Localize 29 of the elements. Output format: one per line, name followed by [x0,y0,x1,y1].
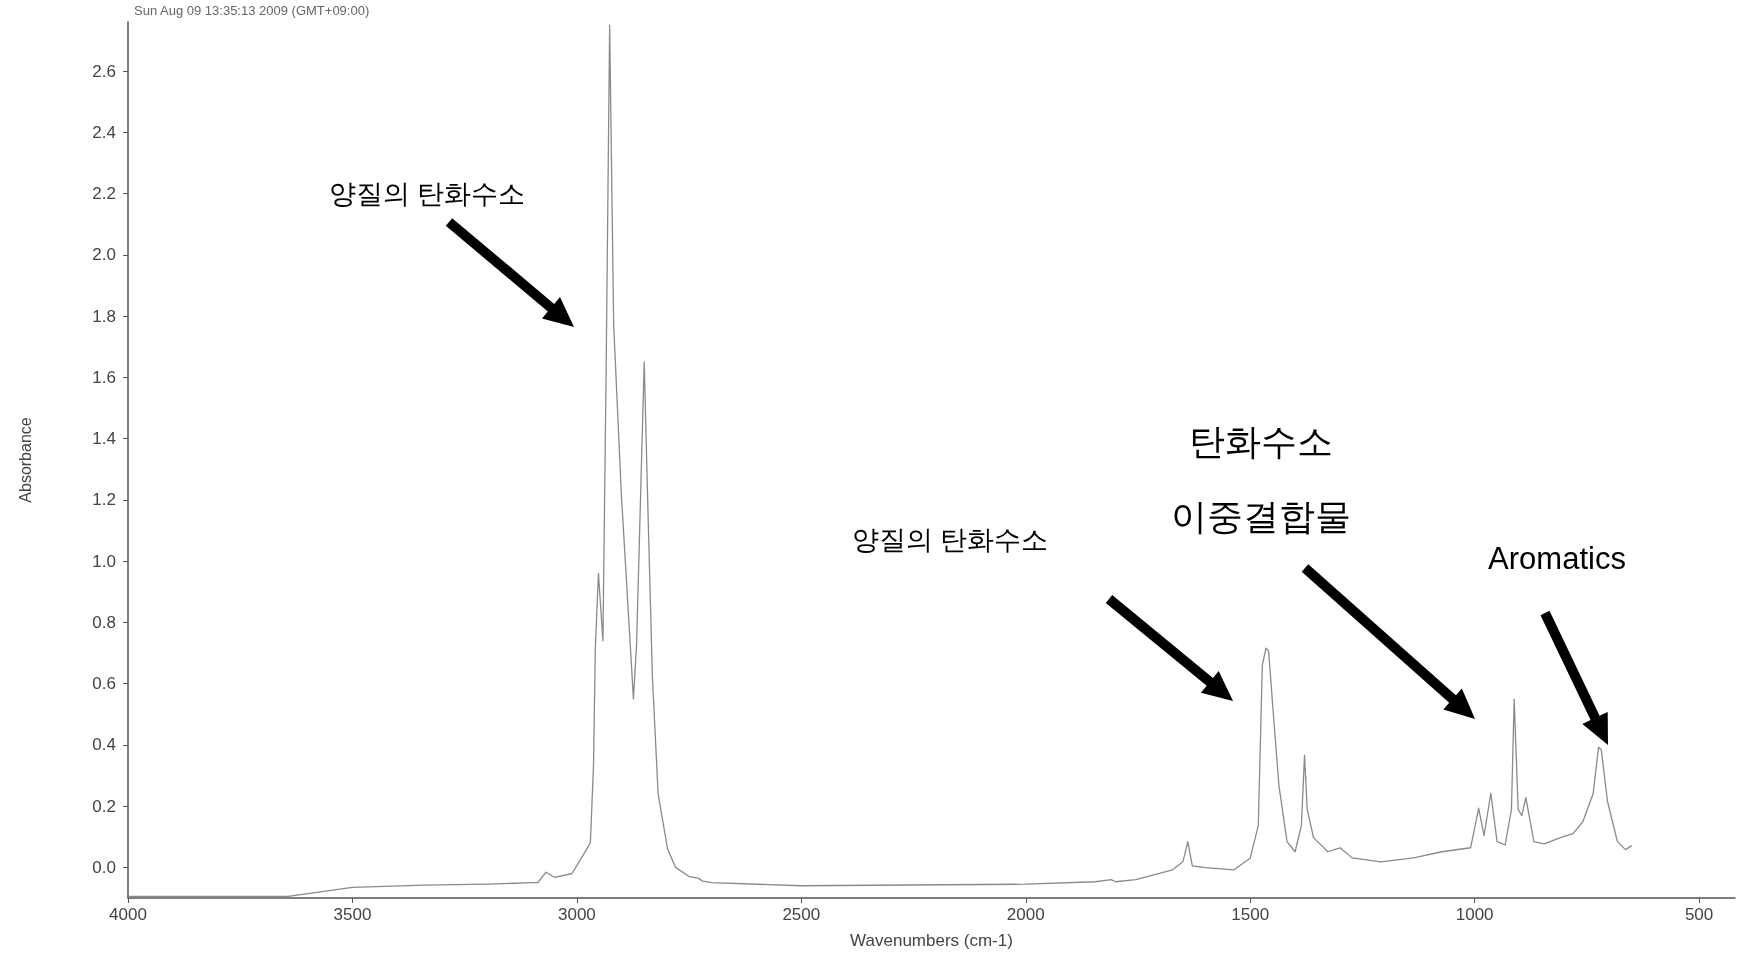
y-tick-label: 0.4 [92,735,116,755]
x-tick-label: 1500 [1231,905,1270,924]
annotation: Aromatics [1488,540,1626,576]
y-tick-label: 0.6 [92,674,116,694]
y-tick-label: 2.0 [92,245,116,265]
y-tick-label: 2.2 [92,184,116,204]
y-tick-label: 1.8 [92,306,116,326]
y-tick-label: 1.6 [92,367,116,387]
text: Sun Aug 09 13:35:13 2009 (GMT+09:00) [134,2,370,18]
x-tick-label: 2000 [1006,905,1045,924]
y-axis-title: Absorbance [16,417,34,503]
annotation: 양질의 탄화수소 [851,525,1049,555]
y-tick-label: 0.8 [92,612,116,632]
x-tick-label: 2500 [782,905,821,924]
y-tick-label: 1.4 [92,429,116,449]
y-tick-label: 0.2 [92,796,116,816]
y-tick-label: 1.2 [92,490,116,510]
y-tick-label: 1.0 [92,551,116,571]
y-tick-label: 2.4 [92,122,116,142]
x-tick-label: 4000 [109,905,147,924]
x-tick-label: 1000 [1455,905,1494,924]
annotation: 양질의 탄화수소 [328,179,526,209]
y-tick-label: 0.0 [92,857,116,877]
x-tick-label: 3000 [557,905,596,924]
x-tick-label: 3500 [333,905,372,924]
x-tick-label: 500 [1684,905,1714,924]
x-axis-title: Wavenumbers (cm-1) [850,931,1013,950]
annotation: 탄화수소 이중결합물 [1171,421,1351,537]
y-tick-label: 2.6 [92,61,116,81]
